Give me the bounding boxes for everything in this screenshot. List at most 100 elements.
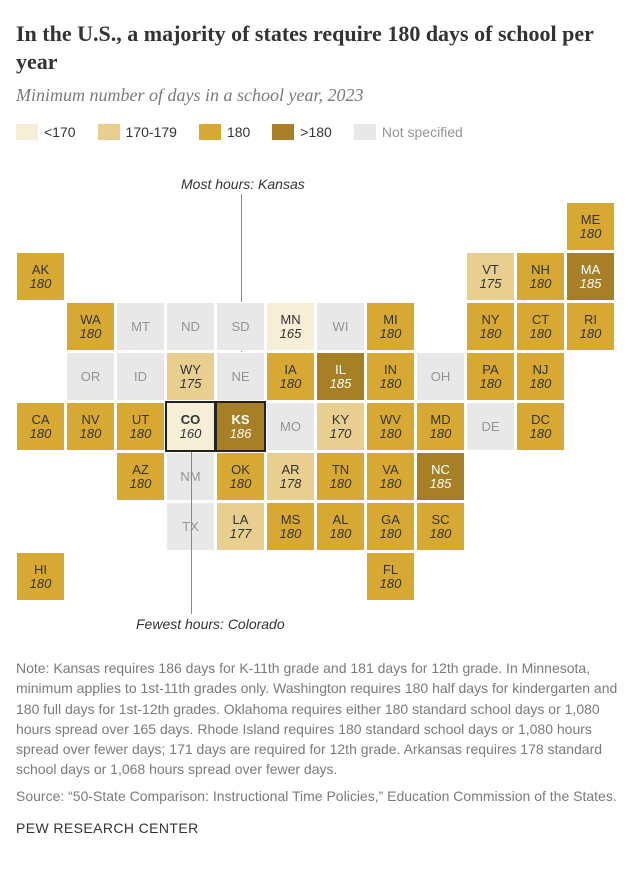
state-cell-me: ME180 — [566, 202, 615, 251]
state-value: 180 — [30, 277, 52, 291]
state-cell-nh: NH180 — [516, 252, 565, 301]
state-cell-mo: MO — [266, 402, 315, 451]
state-value: 180 — [30, 577, 52, 591]
state-cell-pa: PA180 — [466, 352, 515, 401]
state-abbr: PA — [482, 363, 498, 377]
legend-swatch — [16, 124, 38, 140]
state-cell-ut: UT180 — [116, 402, 165, 451]
note-text: Note: Kansas requires 186 days for K-11t… — [16, 658, 624, 780]
state-abbr: AK — [32, 263, 49, 277]
state-value: 180 — [380, 577, 402, 591]
state-value: 175 — [480, 277, 502, 291]
state-abbr: DE — [481, 420, 499, 434]
state-cell-ri: RI180 — [566, 302, 615, 351]
state-value: 180 — [480, 377, 502, 391]
state-abbr: IA — [284, 363, 296, 377]
state-cell-ia: IA180 — [266, 352, 315, 401]
state-value: 185 — [330, 377, 352, 391]
state-cell-co: CO160 — [166, 402, 215, 451]
source-text: Source: “50-State Comparison: Instructio… — [16, 786, 624, 806]
state-value: 180 — [130, 477, 152, 491]
state-value: 185 — [430, 477, 452, 491]
state-abbr: NE — [231, 370, 249, 384]
legend-swatch — [98, 124, 120, 140]
state-value: 180 — [380, 527, 402, 541]
state-cell-or: OR — [66, 352, 115, 401]
state-abbr: AR — [281, 463, 299, 477]
state-abbr: MA — [581, 263, 601, 277]
state-value: 180 — [380, 327, 402, 341]
state-abbr: VT — [482, 263, 499, 277]
state-value: 180 — [530, 427, 552, 441]
chart-legend: <170170-179180>180Not specified — [16, 124, 624, 140]
state-value: 180 — [380, 427, 402, 441]
state-value: 180 — [380, 377, 402, 391]
state-abbr: WY — [180, 363, 201, 377]
state-abbr: FL — [383, 563, 398, 577]
state-abbr: UT — [132, 413, 149, 427]
state-value: 180 — [530, 327, 552, 341]
legend-swatch — [199, 124, 221, 140]
state-cell-ar: AR178 — [266, 452, 315, 501]
state-value: 180 — [330, 477, 352, 491]
state-cell-al: AL180 — [316, 502, 365, 551]
state-abbr: OK — [231, 463, 250, 477]
state-abbr: KS — [231, 413, 249, 427]
state-cell-tn: TN180 — [316, 452, 365, 501]
state-abbr: WA — [80, 313, 100, 327]
state-abbr: MI — [383, 313, 397, 327]
state-abbr: WI — [333, 320, 349, 334]
footer-attribution: PEW RESEARCH CENTER — [16, 820, 624, 836]
state-value: 180 — [80, 427, 102, 441]
state-cell-fl: FL180 — [366, 552, 415, 601]
state-value: 185 — [580, 277, 602, 291]
state-cell-mt: MT — [116, 302, 165, 351]
state-value: 180 — [580, 327, 602, 341]
state-cell-ma: MA185 — [566, 252, 615, 301]
state-value: 180 — [380, 477, 402, 491]
state-abbr: OH — [431, 370, 451, 384]
state-value: 186 — [230, 427, 252, 441]
state-value: 180 — [430, 527, 452, 541]
state-cell-nj: NJ180 — [516, 352, 565, 401]
state-abbr: CO — [181, 413, 201, 427]
state-value: 180 — [530, 377, 552, 391]
state-abbr: SD — [231, 320, 249, 334]
state-abbr: MO — [280, 420, 301, 434]
state-abbr: NV — [81, 413, 99, 427]
leader-line — [191, 452, 192, 614]
state-abbr: VA — [382, 463, 398, 477]
state-abbr: GA — [381, 513, 400, 527]
state-abbr: DC — [531, 413, 550, 427]
state-abbr: NY — [481, 313, 499, 327]
state-abbr: AL — [333, 513, 349, 527]
state-value: 165 — [280, 327, 302, 341]
state-abbr: HI — [34, 563, 47, 577]
state-abbr: SC — [431, 513, 449, 527]
legend-label: 170-179 — [126, 124, 177, 140]
state-value: 180 — [30, 427, 52, 441]
state-cell-in: IN180 — [366, 352, 415, 401]
state-cell-wi: WI — [316, 302, 365, 351]
state-value: 180 — [230, 477, 252, 491]
state-abbr: IN — [384, 363, 397, 377]
state-abbr: RI — [584, 313, 597, 327]
state-abbr: TN — [332, 463, 349, 477]
state-value: 175 — [180, 377, 202, 391]
state-cell-la: LA177 — [216, 502, 265, 551]
state-abbr: AZ — [132, 463, 149, 477]
state-cell-va: VA180 — [366, 452, 415, 501]
state-abbr: CA — [31, 413, 49, 427]
state-value: 180 — [130, 427, 152, 441]
state-cell-mi: MI180 — [366, 302, 415, 351]
state-cell-dc: DC180 — [516, 402, 565, 451]
state-cell-ne: NE — [216, 352, 265, 401]
legend-swatch — [272, 124, 294, 140]
state-abbr: NJ — [533, 363, 549, 377]
state-value: 180 — [330, 527, 352, 541]
state-value: 180 — [580, 227, 602, 241]
state-abbr: OR — [81, 370, 101, 384]
state-abbr: MD — [430, 413, 450, 427]
legend-label: >180 — [300, 124, 332, 140]
state-cell-mn: MN165 — [266, 302, 315, 351]
